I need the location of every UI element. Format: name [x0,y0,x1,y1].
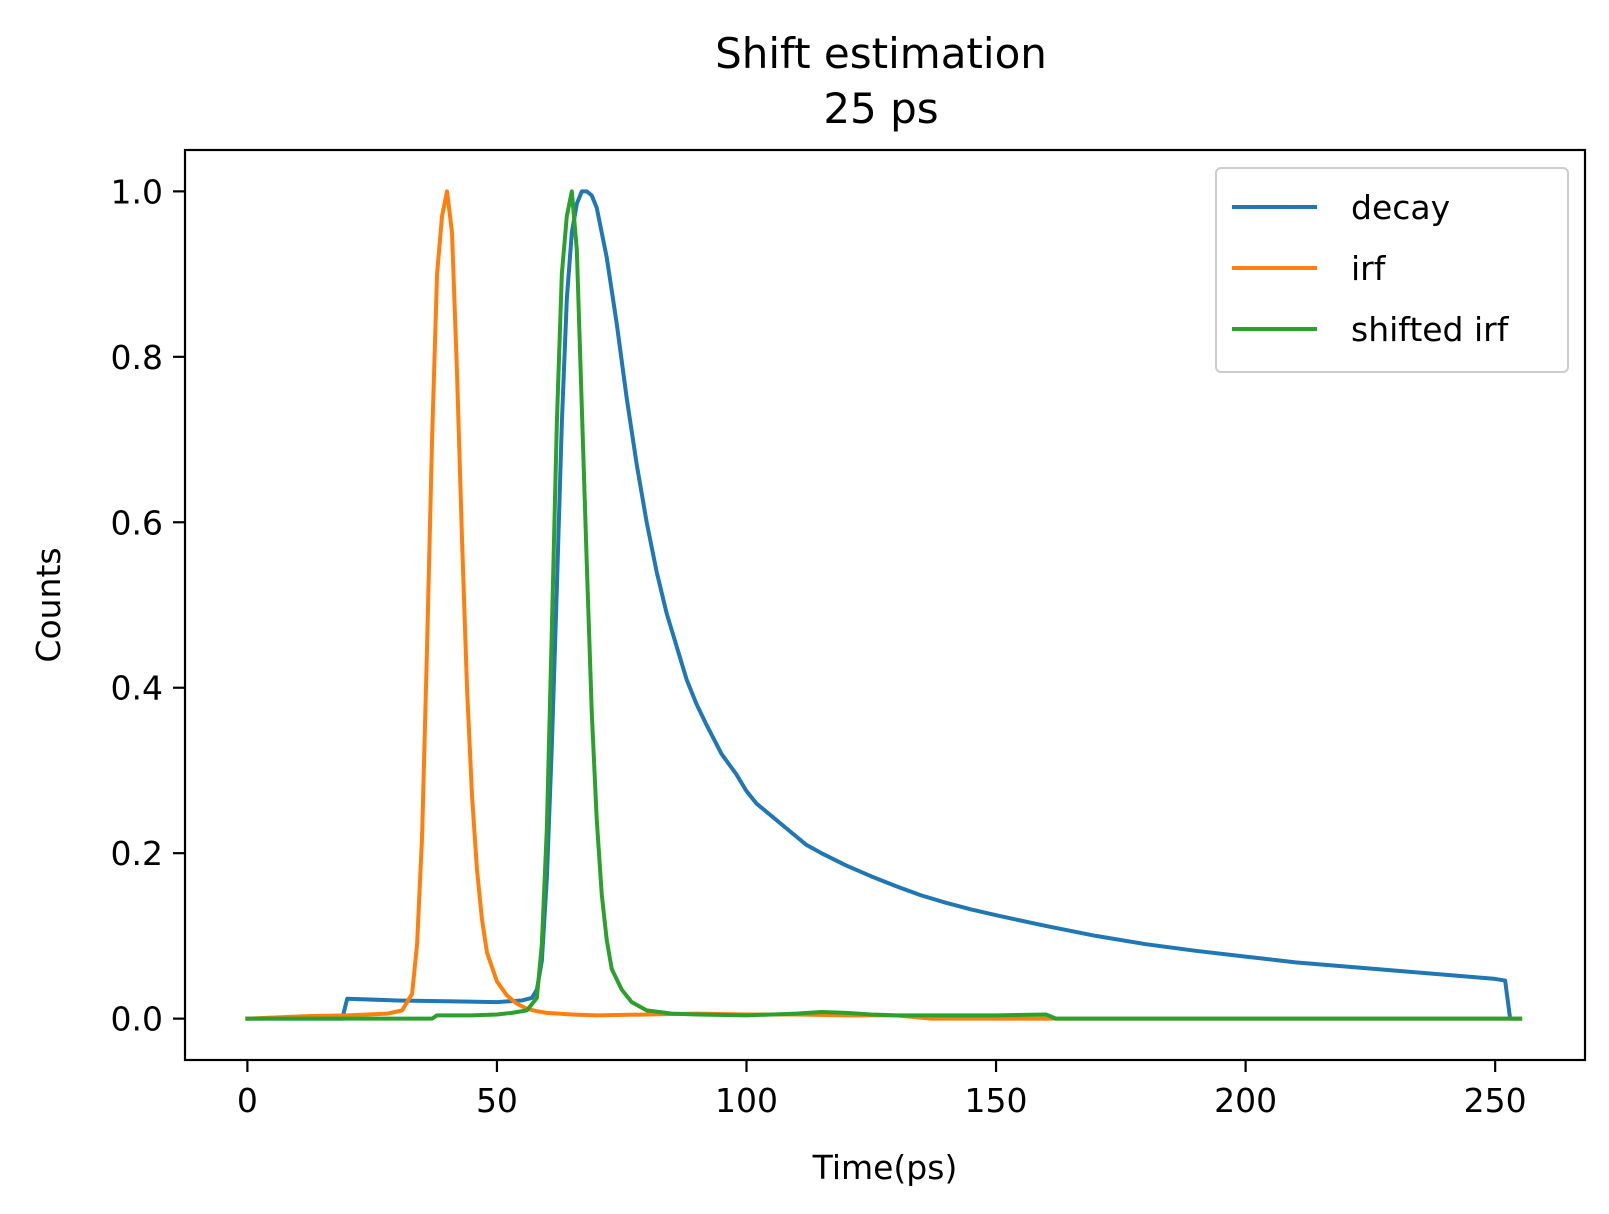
y-tick-label: 0.4 [111,669,163,708]
legend: decay irf shifted irf [1215,167,1569,373]
y-axis: 0.0 0.2 0.4 0.6 0.8 1.0 [111,172,185,1039]
y-tick-label: 0.2 [111,834,163,873]
plot-frame [183,148,1587,1062]
legend-label-shifted-irf: shifted irf [1351,310,1510,349]
y-tick-label: 0.0 [111,1000,163,1039]
x-axis-label: Time(ps) [812,1148,958,1187]
legend-label-decay: decay [1351,188,1450,227]
x-axis: 0 50 100 150 200 250 [237,1060,1527,1120]
x-tick-label: 250 [1464,1081,1527,1120]
x-tick-label: 0 [237,1081,258,1120]
series-line-shifted-irf [245,189,1523,1021]
series-layer [245,189,1523,1021]
chart-subtitle: 25 ps [823,84,938,133]
x-tick-label: 50 [476,1081,518,1120]
series-line-decay [245,189,1523,1021]
y-tick-label: 1.0 [111,172,163,211]
legend-label-irf: irf [1351,249,1387,288]
x-tick-label: 100 [715,1081,778,1120]
y-tick-label: 0.8 [111,338,163,377]
x-tick-label: 150 [965,1081,1028,1120]
chart-title: Shift estimation [715,29,1047,78]
y-tick-label: 0.6 [111,503,163,542]
legend-frame [1215,167,1569,373]
x-tick-label: 200 [1214,1081,1277,1120]
y-axis-label: Counts [29,547,68,662]
